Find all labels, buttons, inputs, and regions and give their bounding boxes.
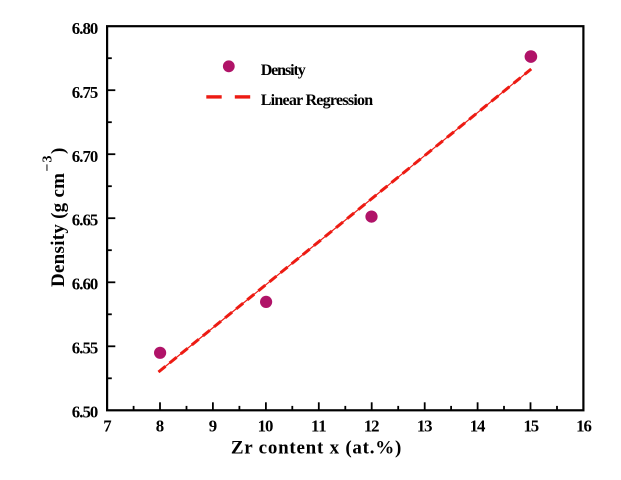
- svg-text:10: 10: [258, 416, 274, 435]
- svg-text:8: 8: [156, 416, 164, 435]
- svg-text:6.65: 6.65: [72, 211, 99, 230]
- svg-text:6.75: 6.75: [72, 83, 99, 102]
- svg-text:Density (g cm: Density (g cm: [48, 173, 69, 287]
- svg-text:14: 14: [470, 416, 486, 435]
- svg-text:11: 11: [311, 416, 327, 435]
- svg-text:6.60: 6.60: [72, 275, 99, 294]
- svg-text:9: 9: [209, 416, 217, 435]
- svg-text:6.50: 6.50: [72, 402, 99, 421]
- svg-text:13: 13: [417, 416, 433, 435]
- svg-text:6.80: 6.80: [72, 19, 99, 38]
- svg-text:Density: Density: [261, 62, 306, 79]
- svg-text:7: 7: [103, 416, 111, 435]
- svg-text:Zr content x (at.%): Zr content x (at.%): [231, 438, 402, 459]
- svg-text:Linear Regression: Linear Regression: [261, 92, 374, 109]
- svg-text:6.55: 6.55: [72, 339, 99, 358]
- svg-text:12: 12: [364, 416, 380, 435]
- svg-text:16: 16: [576, 416, 592, 435]
- svg-text:): ): [48, 148, 69, 154]
- svg-text:6.70: 6.70: [72, 147, 99, 166]
- svg-text:15: 15: [523, 416, 539, 435]
